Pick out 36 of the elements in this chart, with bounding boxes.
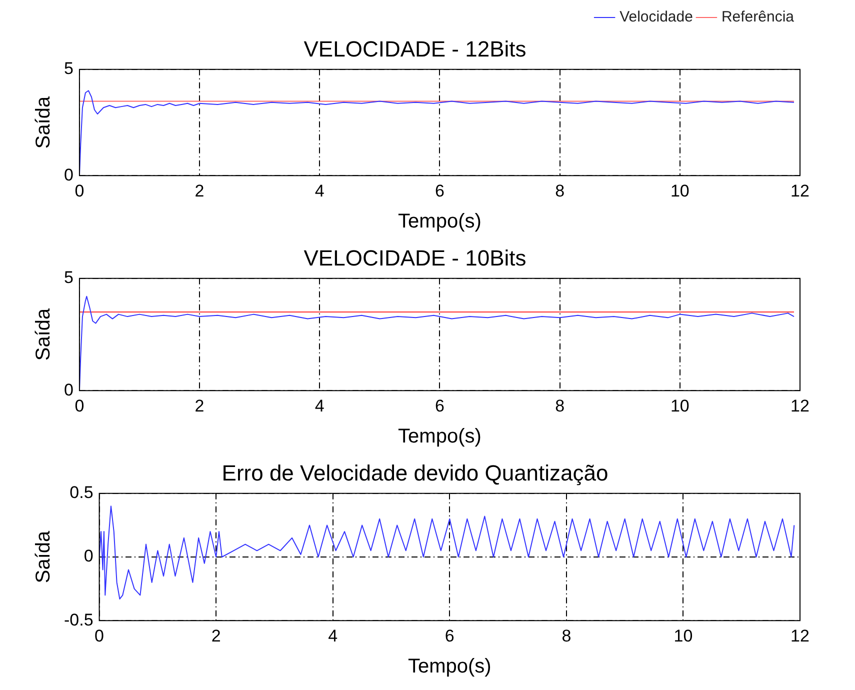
y-axis-title: Saída xyxy=(32,95,55,149)
x-tick-label: 8 xyxy=(555,181,565,200)
x-tick-label: 12 xyxy=(790,626,810,646)
y-axis-title: Saída xyxy=(32,530,55,584)
y-tick-label: 0.5 xyxy=(70,483,94,502)
x-axis-title: Tempo(s) xyxy=(408,656,492,678)
x-tick-label: 6 xyxy=(434,181,444,200)
x-tick-label: 4 xyxy=(314,396,324,416)
chart-title: VELOCIDADE - 10Bits xyxy=(304,245,526,270)
chart-title: VELOCIDADE - 12Bits xyxy=(304,36,526,62)
y-tick-label: 0 xyxy=(84,546,94,566)
x-tick-label: 2 xyxy=(211,626,221,646)
x-tick-label: 2 xyxy=(194,181,204,200)
y-tick-label: 0 xyxy=(64,380,74,400)
x-tick-label: 12 xyxy=(790,396,810,416)
legend-label: Referência xyxy=(721,8,795,26)
x-tick-label: 2 xyxy=(194,396,204,416)
x-tick-label: 4 xyxy=(314,181,324,200)
x-tick-label: 10 xyxy=(670,396,690,416)
y-tick-label: 0 xyxy=(64,165,74,184)
y-tick-label: 5 xyxy=(64,59,74,78)
x-tick-label: 6 xyxy=(434,396,444,416)
x-tick-label: 10 xyxy=(670,181,690,200)
x-tick-label: 4 xyxy=(328,626,338,646)
x-tick-label: 8 xyxy=(562,626,572,646)
x-tick-label: 10 xyxy=(674,626,693,646)
chart-title: Erro de Velocidade devido Quantização xyxy=(222,460,608,486)
legend-label: Velocidade xyxy=(620,8,693,26)
x-tick-label: 8 xyxy=(555,396,565,416)
x-axis-title: Tempo(s) xyxy=(398,426,482,448)
x-tick-label: 12 xyxy=(790,181,810,200)
y-axis-title: Saída xyxy=(32,307,55,361)
x-tick-label: 6 xyxy=(444,626,454,646)
x-axis-title: Tempo(s) xyxy=(398,210,482,233)
y-tick-label: 5 xyxy=(64,268,74,288)
y-tick-label: -0.5 xyxy=(64,610,94,630)
